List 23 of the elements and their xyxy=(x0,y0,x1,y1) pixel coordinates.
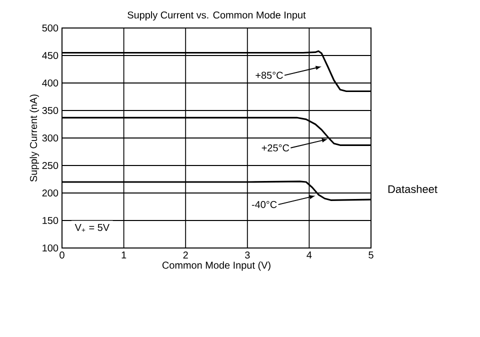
text: Datasheet xyxy=(388,184,438,194)
annotation: +85°C xyxy=(256,72,283,79)
annotation: +25°C xyxy=(262,144,290,152)
y-axis-title: Supply Current (nA) xyxy=(30,94,40,182)
y-tick-label: 100 xyxy=(42,244,58,252)
y-tick-label: 250 xyxy=(42,162,58,170)
annotation: V$_{+}$ = 5V xyxy=(74,224,110,232)
chart-title: Supply Current vs. Common Mode Input xyxy=(128,11,306,20)
x-axis-title: Common Mode Input (V) xyxy=(162,261,270,271)
x-tick-label: 1 xyxy=(122,252,126,258)
x-tick-label: 3 xyxy=(245,252,250,259)
y-tick-label: 300 xyxy=(42,134,58,142)
x-tick-label: 2 xyxy=(183,252,188,258)
y-tick-label: 500 xyxy=(42,24,58,32)
annotation: -40°C xyxy=(252,201,277,208)
x-tick-label: 0 xyxy=(60,252,64,259)
y-tick-label: 200 xyxy=(42,189,58,197)
y-tick-label: 400 xyxy=(42,79,58,87)
x-tick-label: 5 xyxy=(368,252,374,258)
x-tick-label: 4 xyxy=(306,252,312,258)
y-tick-label: 450 xyxy=(42,52,58,60)
y-tick-label: 150 xyxy=(42,216,58,224)
y-tick-label: 350 xyxy=(42,106,58,114)
